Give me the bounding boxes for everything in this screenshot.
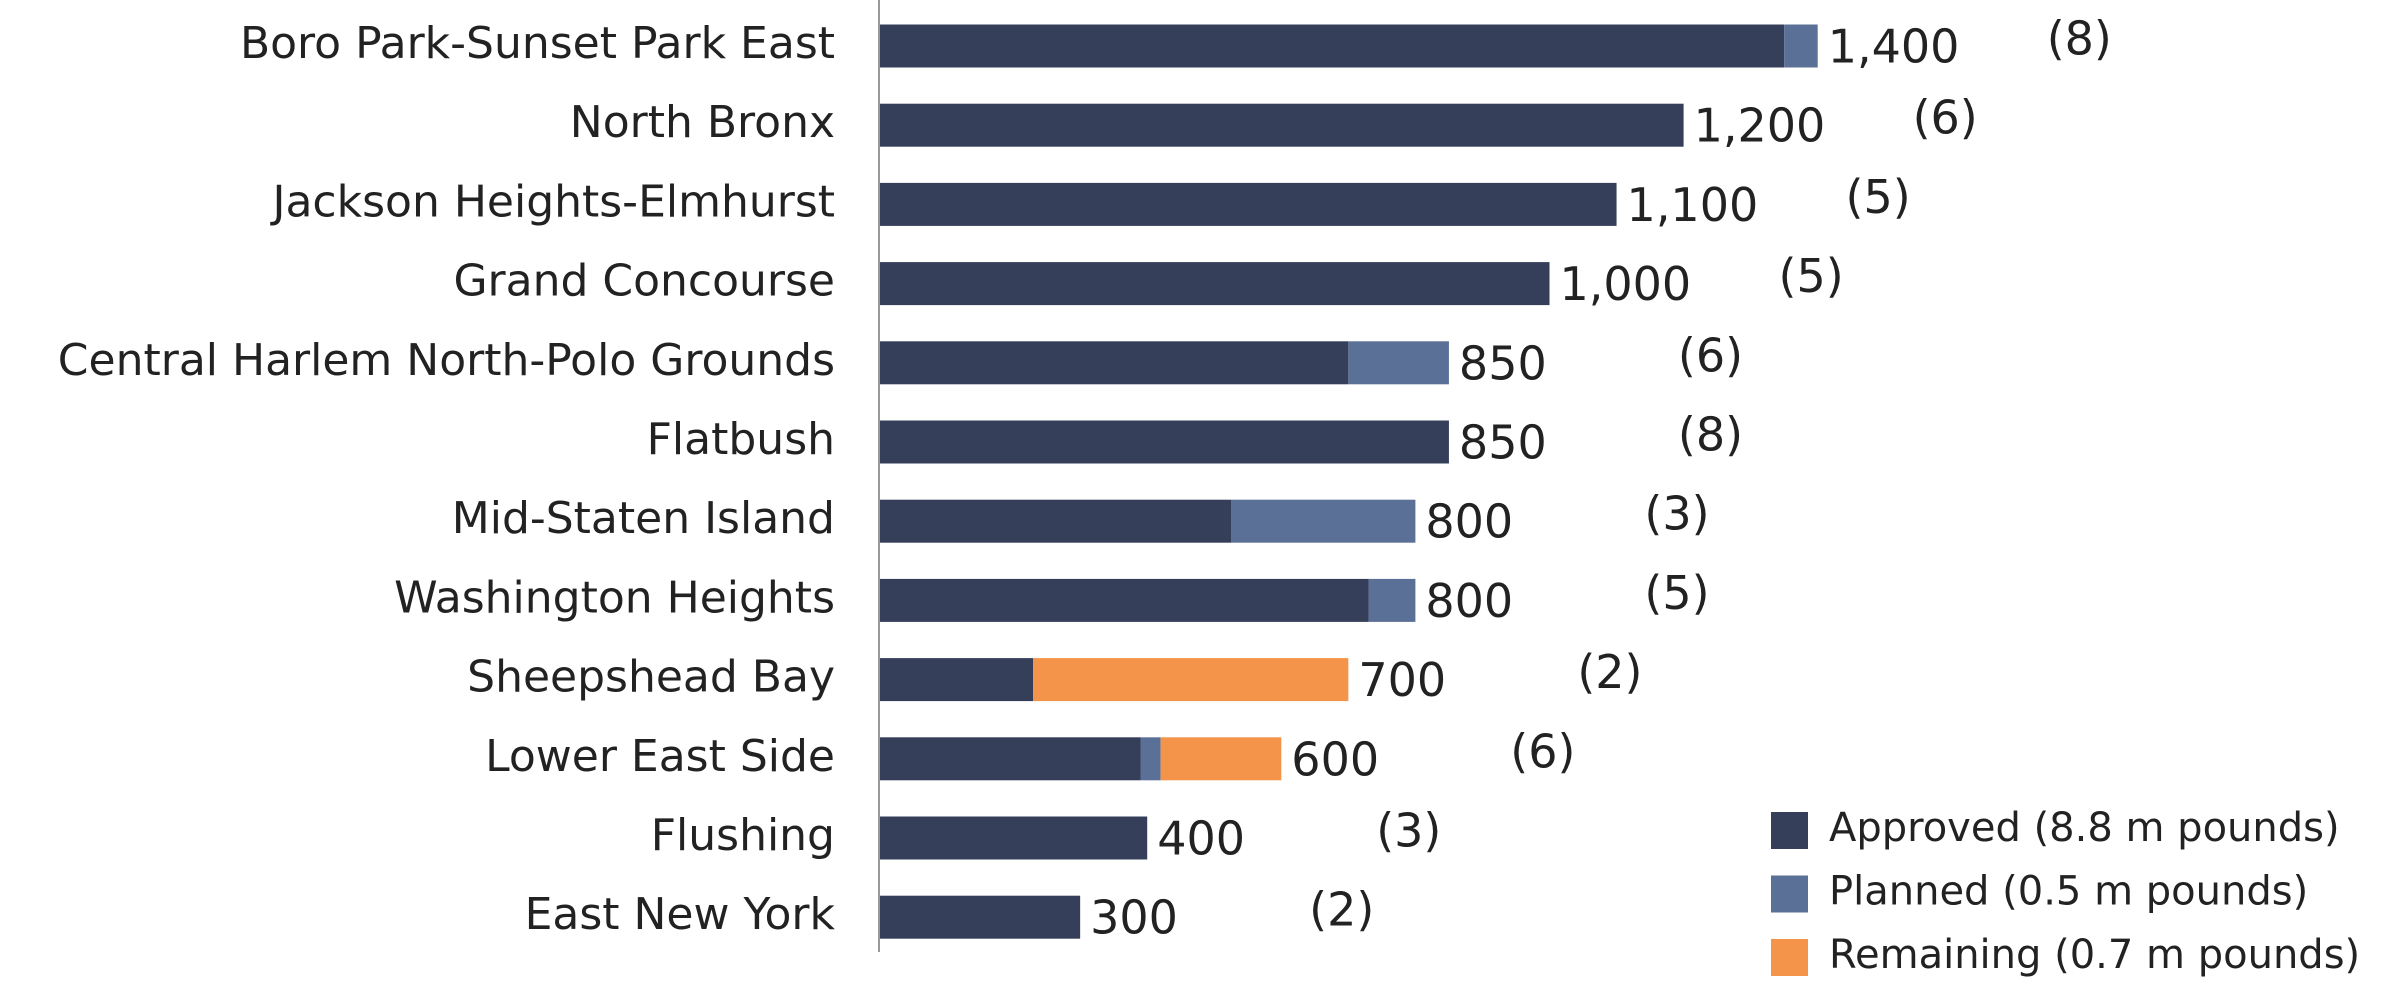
category-label: Jackson Heights-Elmhurst xyxy=(269,176,835,227)
total-label: 800 xyxy=(1425,495,1513,549)
count-label: (6) xyxy=(1913,91,1978,145)
total-label: 1,000 xyxy=(1560,257,1692,311)
count-label: (5) xyxy=(1846,170,1911,224)
total-label: 1,200 xyxy=(1694,99,1826,153)
bar-segment xyxy=(1160,737,1282,781)
total-label: 300 xyxy=(1090,891,1178,945)
bar-segment xyxy=(879,499,1232,543)
total-label: 400 xyxy=(1157,812,1245,866)
count-label: (6) xyxy=(1510,724,1575,778)
bar-segment xyxy=(1231,499,1416,543)
count-label: (5) xyxy=(1644,566,1709,620)
count-label: (8) xyxy=(2047,12,2112,66)
category-label: North Bronx xyxy=(570,97,835,148)
bar-segment xyxy=(879,658,1034,702)
category-label: Mid-Staten Island xyxy=(452,493,835,544)
count-label: (3) xyxy=(1644,487,1709,541)
count-label: (6) xyxy=(1678,328,1743,382)
category-label: Lower East Side xyxy=(485,731,835,782)
category-label: Boro Park-Sunset Park East xyxy=(240,18,835,69)
total-label: 850 xyxy=(1459,416,1547,470)
bar-segment xyxy=(879,341,1349,385)
count-label: (3) xyxy=(1376,804,1441,858)
bar-segment xyxy=(879,182,1617,226)
count-label: (8) xyxy=(1678,408,1743,462)
bar-segment xyxy=(879,420,1449,464)
bar-segment xyxy=(1140,737,1161,781)
bar-segment xyxy=(879,816,1148,860)
legend-swatch xyxy=(1771,939,1808,976)
category-label: Sheepshead Bay xyxy=(467,652,835,703)
bar-segment xyxy=(879,895,1081,939)
bar-segment xyxy=(1348,341,1449,385)
category-label: East New York xyxy=(525,889,836,940)
legend-label: Approved (8.8 m pounds) xyxy=(1829,805,2340,851)
category-label: Grand Concourse xyxy=(453,256,835,307)
category-label: Central Harlem North-Polo Grounds xyxy=(58,335,835,386)
legend-label: Remaining (0.7 m pounds) xyxy=(1829,932,2360,978)
total-label: 700 xyxy=(1358,653,1446,707)
bar-segment xyxy=(879,103,1684,147)
legend-label: Planned (0.5 m pounds) xyxy=(1829,869,2308,915)
bar-segment xyxy=(1368,578,1416,622)
category-label: Flushing xyxy=(651,810,835,861)
legend-swatch xyxy=(1771,812,1808,849)
total-label: 1,400 xyxy=(1828,20,1960,74)
bar-segment xyxy=(879,737,1141,781)
bar-segment xyxy=(1784,24,1818,68)
legend-swatch xyxy=(1771,875,1808,913)
bar-segment xyxy=(879,24,1785,68)
total-label: 850 xyxy=(1459,336,1547,390)
count-label: (2) xyxy=(1309,883,1374,937)
category-label: Washington Heights xyxy=(394,572,835,623)
total-label: 1,100 xyxy=(1627,178,1759,232)
category-label: Flatbush xyxy=(647,414,835,465)
count-label: (2) xyxy=(1577,645,1642,699)
bar-segment xyxy=(879,262,1550,306)
bar-segment xyxy=(1033,658,1349,702)
total-label: 600 xyxy=(1291,732,1379,786)
count-label: (5) xyxy=(1779,249,1844,303)
bar-segment xyxy=(879,578,1369,622)
total-label: 800 xyxy=(1425,574,1513,628)
